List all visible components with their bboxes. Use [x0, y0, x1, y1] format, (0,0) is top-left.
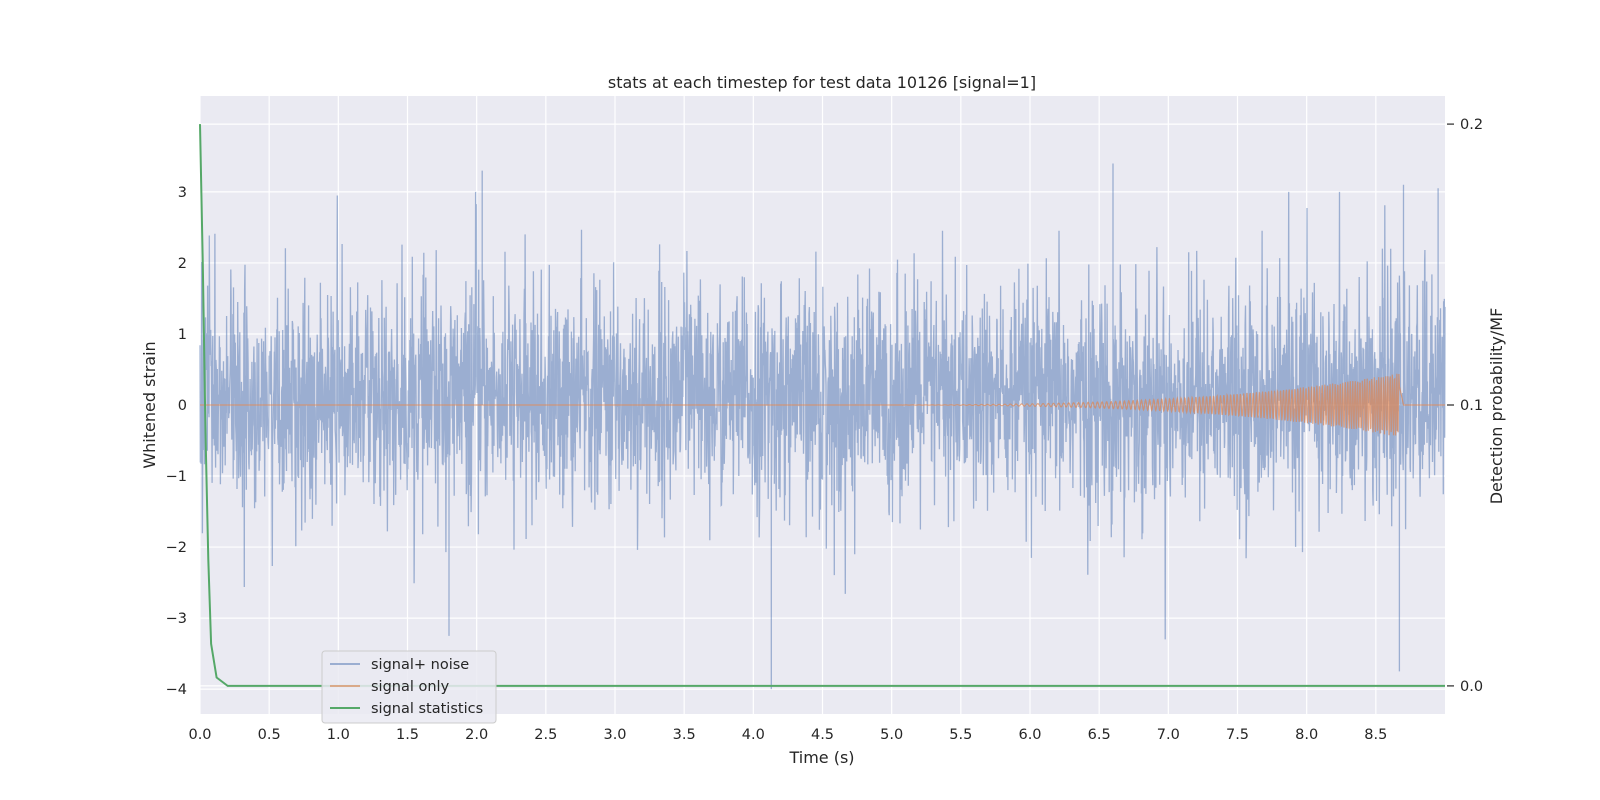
y-tick-label: −3 — [166, 611, 187, 627]
x-tick-label: 3.5 — [673, 727, 696, 743]
legend-label-signal-statistics: signal statistics — [371, 701, 483, 717]
y-tick-label: 1 — [178, 327, 187, 343]
y-tick-label: 0 — [178, 398, 187, 414]
series-layer — [199, 124, 1446, 690]
series-signal-noise-line — [199, 163, 1446, 690]
x-tick-label: 7.5 — [1226, 727, 1249, 743]
y-tick-label: 2 — [178, 256, 187, 272]
legend: signal+ noise signal only signal statist… — [321, 650, 497, 724]
y-tick-label: 3 — [178, 185, 187, 201]
y-tick-label: −1 — [166, 469, 187, 485]
x-tick-label: 5.5 — [949, 727, 972, 743]
x-tick-label: 6.5 — [1088, 727, 1111, 743]
y2-axis-label: Detection probability/MF — [1487, 308, 1506, 505]
axes-layer: 0.0 0.5 1.0 1.5 2.0 2.5 3.0 3.5 4.0 4.5 5.0 5.5 6.0 6… — [166, 117, 1483, 743]
x-tick-label: 8.0 — [1295, 727, 1318, 743]
x-tick-label: 2.0 — [465, 727, 488, 743]
x-tick-label: 0.0 — [188, 727, 211, 743]
y2-tick-label: 0.1 — [1460, 398, 1483, 414]
x-tick-label: 4.5 — [811, 727, 834, 743]
legend-label-signal-noise: signal+ noise — [371, 657, 469, 673]
y-tick-label: −4 — [166, 682, 187, 698]
x-tick-label: 8.5 — [1364, 727, 1387, 743]
legend-label-signal-only: signal only — [371, 679, 450, 695]
x-tick-label: 3.0 — [603, 727, 626, 743]
y2-tick-label: 0.2 — [1460, 117, 1483, 133]
series-signal-statistics-line — [199, 124, 1445, 687]
x-tick-label: 4.0 — [742, 727, 765, 743]
x-tick-label: 2.5 — [534, 727, 557, 743]
x-tick-label: 0.5 — [258, 727, 281, 743]
x-tick-label: 1.0 — [327, 727, 350, 743]
legend-box — [321, 650, 497, 724]
x-tick-label: 1.5 — [396, 727, 419, 743]
x-tick-label: 7.0 — [1157, 727, 1180, 743]
series-signal-only-line — [200, 373, 1445, 436]
y-axis-label: Whitened strain — [140, 341, 159, 468]
y-tick-label: −2 — [166, 540, 187, 556]
y2-tick-label: 0.0 — [1460, 679, 1483, 695]
x-axis-label: Time (s) — [788, 748, 854, 767]
chart-title: stats at each timestep for test data 101… — [608, 73, 1036, 92]
x-tick-label: 6.0 — [1018, 727, 1041, 743]
x-tick-label: 5.0 — [880, 727, 903, 743]
